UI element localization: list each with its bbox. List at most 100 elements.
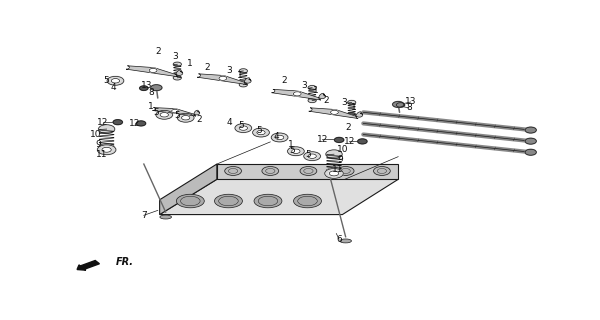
Text: 1: 1 bbox=[148, 102, 153, 111]
Text: 3: 3 bbox=[227, 66, 232, 75]
Circle shape bbox=[111, 79, 119, 83]
Circle shape bbox=[271, 133, 288, 142]
Circle shape bbox=[337, 166, 354, 175]
Text: 8: 8 bbox=[406, 103, 412, 112]
Circle shape bbox=[257, 130, 265, 135]
Circle shape bbox=[347, 113, 356, 117]
Text: 5: 5 bbox=[103, 76, 109, 85]
Ellipse shape bbox=[254, 194, 282, 208]
Circle shape bbox=[275, 135, 284, 140]
Text: 3: 3 bbox=[341, 99, 347, 108]
Text: 5: 5 bbox=[290, 146, 295, 155]
Circle shape bbox=[160, 113, 169, 117]
Text: 11: 11 bbox=[96, 150, 108, 159]
Polygon shape bbox=[160, 179, 398, 215]
Text: 2: 2 bbox=[281, 76, 287, 85]
Circle shape bbox=[358, 139, 367, 144]
Circle shape bbox=[235, 124, 252, 132]
Polygon shape bbox=[152, 108, 200, 116]
Text: 1: 1 bbox=[313, 86, 319, 95]
Ellipse shape bbox=[176, 194, 204, 208]
Circle shape bbox=[304, 152, 320, 161]
Ellipse shape bbox=[340, 239, 352, 243]
Circle shape bbox=[181, 116, 190, 120]
Circle shape bbox=[326, 168, 342, 176]
Circle shape bbox=[308, 154, 316, 158]
Text: 2: 2 bbox=[205, 63, 211, 72]
Text: 5: 5 bbox=[256, 126, 262, 135]
Circle shape bbox=[253, 128, 269, 137]
Ellipse shape bbox=[215, 194, 242, 208]
Text: 3: 3 bbox=[172, 52, 178, 61]
Text: 12: 12 bbox=[317, 135, 328, 144]
Text: 9: 9 bbox=[337, 155, 343, 164]
Circle shape bbox=[149, 68, 157, 73]
Circle shape bbox=[292, 149, 300, 154]
Text: 12: 12 bbox=[97, 118, 109, 127]
Circle shape bbox=[331, 110, 338, 114]
Circle shape bbox=[136, 121, 146, 126]
Circle shape bbox=[374, 166, 390, 175]
FancyArrow shape bbox=[77, 260, 100, 270]
Circle shape bbox=[102, 147, 111, 152]
Circle shape bbox=[300, 166, 317, 175]
Text: 2: 2 bbox=[197, 115, 202, 124]
Circle shape bbox=[239, 83, 247, 87]
Circle shape bbox=[140, 86, 148, 90]
Text: 1: 1 bbox=[237, 71, 243, 80]
Polygon shape bbox=[309, 108, 363, 118]
Circle shape bbox=[525, 149, 536, 155]
Circle shape bbox=[107, 76, 124, 85]
Text: 5: 5 bbox=[305, 150, 311, 159]
Circle shape bbox=[239, 69, 247, 73]
Circle shape bbox=[308, 85, 316, 90]
Circle shape bbox=[239, 126, 248, 130]
Circle shape bbox=[178, 113, 194, 122]
Circle shape bbox=[525, 138, 536, 144]
Ellipse shape bbox=[160, 215, 172, 219]
Text: 10: 10 bbox=[90, 130, 101, 139]
Circle shape bbox=[525, 127, 536, 133]
Text: 4: 4 bbox=[110, 83, 116, 92]
Circle shape bbox=[151, 85, 162, 91]
Circle shape bbox=[293, 92, 301, 96]
Circle shape bbox=[219, 76, 227, 80]
Circle shape bbox=[98, 125, 115, 133]
Circle shape bbox=[308, 98, 316, 103]
Text: 7: 7 bbox=[141, 211, 146, 220]
Circle shape bbox=[225, 166, 241, 175]
Polygon shape bbox=[126, 66, 183, 77]
Circle shape bbox=[334, 138, 344, 142]
Text: 2: 2 bbox=[323, 96, 329, 105]
Text: FR.: FR. bbox=[116, 257, 134, 267]
Circle shape bbox=[392, 101, 404, 108]
Text: 2: 2 bbox=[346, 123, 351, 132]
Circle shape bbox=[97, 145, 116, 155]
Text: 8: 8 bbox=[149, 88, 155, 97]
Text: 6: 6 bbox=[336, 235, 342, 244]
Circle shape bbox=[98, 144, 115, 152]
Text: 13: 13 bbox=[405, 98, 416, 107]
Text: 1: 1 bbox=[351, 103, 357, 112]
Text: 2: 2 bbox=[155, 47, 161, 56]
Circle shape bbox=[262, 166, 278, 175]
Text: 5: 5 bbox=[175, 111, 180, 120]
Circle shape bbox=[156, 110, 173, 119]
Text: 1: 1 bbox=[289, 140, 294, 149]
Circle shape bbox=[287, 147, 304, 156]
Circle shape bbox=[325, 169, 343, 178]
Text: 1: 1 bbox=[187, 59, 193, 68]
Circle shape bbox=[326, 150, 342, 158]
Circle shape bbox=[173, 62, 181, 67]
Polygon shape bbox=[197, 74, 251, 84]
Ellipse shape bbox=[293, 194, 322, 208]
Polygon shape bbox=[272, 89, 326, 100]
Circle shape bbox=[113, 120, 122, 124]
Text: 9: 9 bbox=[95, 140, 101, 149]
Text: 13: 13 bbox=[142, 81, 153, 90]
Text: 12: 12 bbox=[344, 137, 355, 146]
Text: 5: 5 bbox=[154, 108, 159, 117]
Text: 10: 10 bbox=[337, 145, 348, 154]
Circle shape bbox=[173, 76, 181, 80]
Circle shape bbox=[347, 100, 356, 105]
